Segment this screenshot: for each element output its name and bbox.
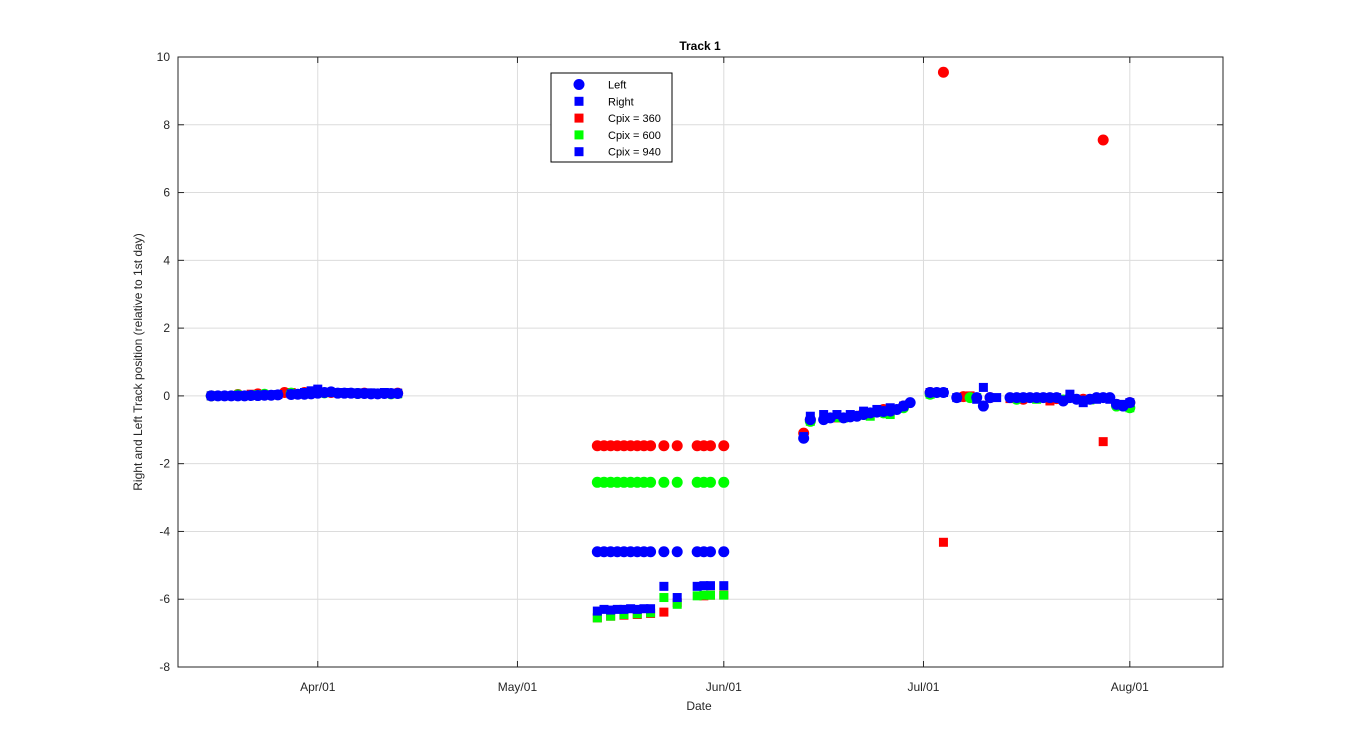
left-circle-point	[671, 476, 683, 488]
left-circle-point	[1124, 397, 1136, 409]
right-square-point	[719, 590, 729, 600]
right-square-point	[619, 609, 629, 619]
right-square-point	[1098, 437, 1108, 447]
grid	[178, 56, 1223, 668]
x-tick-label: Jun/01	[706, 680, 742, 694]
legend-marker-circle	[573, 79, 585, 90]
x-tick-label: Aug/01	[1111, 680, 1149, 694]
y-tick-label: 10	[157, 50, 171, 64]
left-circle-point	[824, 412, 836, 424]
legend-box	[550, 72, 673, 163]
left-circle-point	[977, 400, 989, 412]
right-square-point	[619, 604, 629, 614]
legend-label: Right	[608, 96, 634, 108]
right-square-point	[719, 581, 729, 591]
right-square-point	[592, 613, 602, 623]
left-circle-point	[658, 546, 670, 558]
left-circle-point	[704, 440, 716, 452]
y-tick-label: 4	[163, 253, 170, 267]
left-circle-point	[971, 392, 983, 404]
left-circle-point	[718, 440, 730, 452]
legend-label: Cpix = 600	[608, 130, 661, 142]
left-circle-point	[645, 546, 657, 558]
left-circle-point	[1097, 134, 1109, 146]
left-circle-point	[937, 66, 949, 78]
y-tick-label: -2	[159, 457, 170, 471]
right-square-point	[612, 604, 622, 614]
legend: Left Right Cpix = 360 Cpix = 600 Cpix = 940	[550, 72, 673, 163]
left-circle-point	[658, 476, 670, 488]
y-tick-label: 0	[163, 389, 170, 403]
y-tick-label: 2	[163, 321, 170, 335]
right-square-point	[672, 593, 682, 603]
right-square-point	[692, 581, 702, 591]
right-square-point	[659, 581, 669, 591]
left-circle-point	[804, 414, 816, 426]
left-circle-point	[718, 546, 730, 558]
right-square-point	[599, 604, 609, 614]
x-tick-label: May/01	[498, 680, 538, 694]
right-square-point	[705, 581, 715, 591]
legend-marker-square	[574, 96, 584, 106]
legend-label: Cpix = 360	[608, 113, 661, 125]
left-circle-point	[1104, 392, 1116, 404]
right-square-point	[978, 382, 988, 392]
left-circle-point	[904, 397, 916, 409]
left-circle-point	[984, 392, 996, 404]
left-circle-point	[392, 388, 404, 400]
left-circle-point	[951, 392, 963, 404]
left-circle-point	[645, 476, 657, 488]
left-circle-point	[704, 476, 716, 488]
y-tick-label: 8	[163, 118, 170, 132]
right-square-point	[592, 606, 602, 616]
right-square-point	[632, 604, 642, 614]
series-cpix-940	[205, 382, 1136, 616]
right-square-point	[606, 605, 616, 615]
right-square-point	[626, 604, 636, 614]
y-tick-label: 6	[163, 186, 170, 200]
left-circle-point	[718, 476, 730, 488]
left-circle-point	[798, 432, 810, 444]
right-square-point	[832, 410, 842, 420]
right-square-point	[992, 393, 1002, 403]
y-tick-label: -8	[159, 660, 170, 674]
legend-label: Cpix = 940	[608, 147, 661, 159]
left-circle-point	[671, 440, 683, 452]
legend-marker-square	[574, 113, 584, 123]
left-circle-point	[272, 389, 284, 401]
x-tick-label: Jul/01	[907, 680, 939, 694]
right-square-point	[672, 599, 682, 609]
right-square-point	[699, 590, 709, 600]
right-square-point	[692, 591, 702, 601]
legend-marker-square	[574, 130, 584, 140]
right-square-point	[938, 537, 948, 547]
axis-ticks: -8 -6 -4 -2 0 2 4 6 8 10 Apr/01 May/01 Jun/01 Jul/01 A…	[157, 50, 1223, 694]
plot-area	[178, 57, 1223, 667]
y-axis-label: Right and Left Track position (relative …	[131, 233, 145, 490]
left-circle-point	[645, 440, 657, 452]
right-square-point	[659, 607, 669, 617]
left-circle-point	[704, 546, 716, 558]
legend-label: Left	[608, 80, 626, 92]
right-square-point	[606, 611, 616, 621]
legend-marker-square	[574, 147, 584, 157]
plot-frame	[177, 56, 1224, 668]
left-circle-point	[671, 546, 683, 558]
y-tick-label: -4	[159, 524, 170, 538]
x-tick-label: Apr/01	[300, 680, 336, 694]
right-square-point	[705, 590, 715, 600]
left-circle-point	[658, 440, 670, 452]
y-tick-label: -6	[159, 592, 170, 606]
x-axis-label: Date	[686, 699, 712, 713]
left-circle-point	[937, 387, 949, 398]
data-points	[205, 66, 1136, 623]
right-square-point	[659, 593, 669, 603]
right-square-point	[646, 604, 656, 614]
right-square-point	[699, 581, 709, 591]
right-square-point	[639, 604, 649, 614]
chart-title: Track 1	[679, 39, 721, 53]
